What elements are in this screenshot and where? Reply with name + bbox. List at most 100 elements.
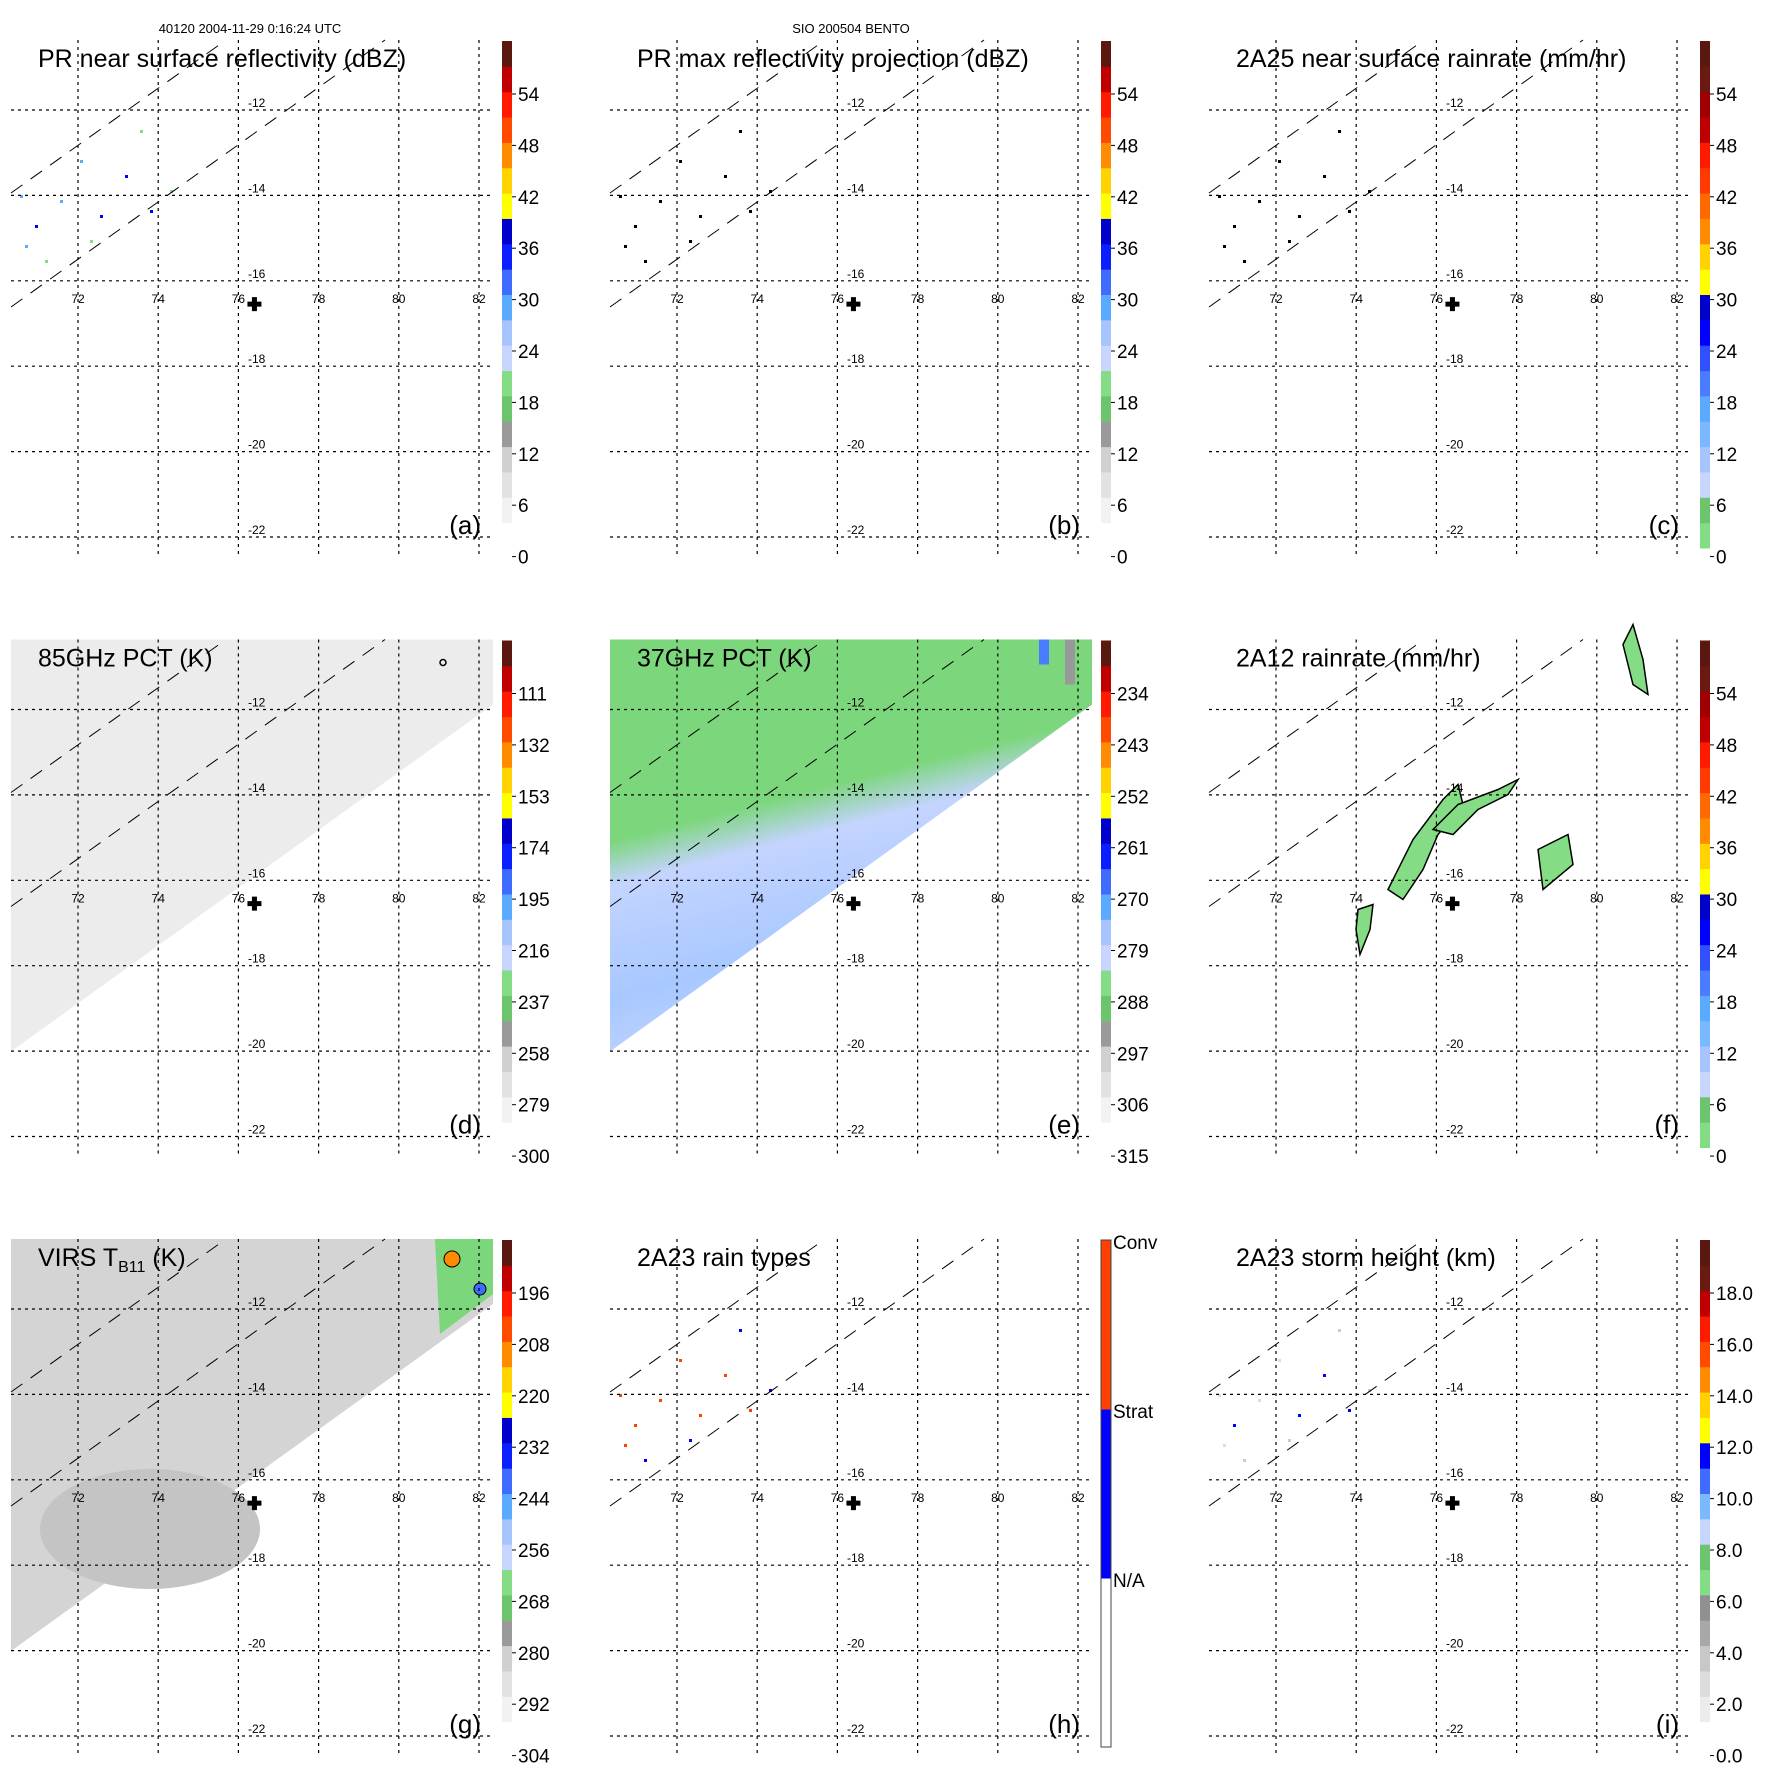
colorbar-label: 252 — [1117, 787, 1149, 808]
panel-letter: (c) — [1649, 510, 1679, 540]
panel-letter: (g) — [449, 1709, 481, 1739]
panel-h: 72 74 76 78 80 82 -12 -14 -16 -18 -20 -22 2A23 rain … — [609, 1233, 1158, 1755]
colorbar-segment — [1101, 970, 1111, 996]
colorbar-segment — [502, 345, 512, 372]
colorbar-segment — [1700, 1620, 1710, 1647]
colorbar-segment — [502, 894, 512, 920]
swath-edge-inner — [10, 1238, 227, 1393]
colorbar-segment — [1700, 319, 1710, 346]
colorbar-segment — [502, 1468, 512, 1494]
graticule — [1209, 639, 1691, 1156]
precip-pixel — [125, 175, 128, 178]
latitude-label: -20 — [1446, 438, 1464, 452]
panel-letter: (i) — [1656, 1709, 1679, 1739]
panel-letter: (h) — [1048, 1709, 1080, 1739]
colorbar-segment — [1700, 269, 1710, 295]
colorbar-segment — [1700, 522, 1710, 549]
precip-pixel — [699, 1414, 702, 1417]
latitude-label: -22 — [1446, 1722, 1464, 1736]
colorbar-segment — [1700, 193, 1710, 219]
colorbar-label: 279 — [518, 1096, 550, 1117]
colorbar-label: Strat — [1113, 1402, 1154, 1423]
colorbar-label: 315 — [1117, 1147, 1149, 1168]
precip-pixel — [1323, 175, 1326, 178]
colorbar-label: 4.0 — [1716, 1644, 1742, 1665]
colorbar-label: 24 — [1716, 942, 1738, 963]
panel-title-units: (K) — [145, 1244, 185, 1272]
colorbar-segment — [502, 1046, 512, 1072]
colorbar-label: 54 — [1716, 85, 1738, 106]
longitude-label: 78 — [1510, 892, 1524, 906]
colorbar-segment — [502, 117, 512, 143]
pct37-grey-patch — [1065, 639, 1075, 685]
panel-e: 72 74 76 78 80 82 -12 -14 -16 -18 -20 -22 37GHz PCT … — [609, 639, 1149, 1168]
precip-pixel — [1338, 1329, 1341, 1332]
storm-center-cross-icon — [247, 297, 262, 312]
colorbar-segment — [1101, 193, 1111, 219]
colorbar-segment — [502, 167, 512, 194]
colorbar-label: 0 — [1716, 548, 1727, 569]
colorbar-segment — [1700, 1265, 1710, 1292]
latitude-label: -18 — [248, 352, 266, 366]
colorbar-segment — [1101, 1020, 1111, 1047]
longitude-label: 80 — [392, 1491, 406, 1505]
panel-title: VIRS TB11 (K) — [38, 1244, 186, 1276]
longitude-label: 80 — [991, 1491, 1005, 1505]
colorbar-segment — [1101, 716, 1111, 743]
colorbar-label: 216 — [518, 942, 550, 963]
virs-cold-core — [473, 1282, 487, 1296]
panel-title: 2A23 rain types — [637, 1244, 811, 1272]
precip-pixel — [170, 190, 173, 193]
colorbar-segment — [1700, 1290, 1710, 1317]
panel-title: 2A25 near surface rainrate (mm/hr) — [1236, 45, 1626, 73]
colorbar-label: 30 — [1716, 890, 1737, 911]
longitude-label: 80 — [991, 892, 1005, 906]
precip-pixel — [1278, 1359, 1281, 1362]
precip-pixel — [769, 190, 772, 193]
colorbar-segment — [1700, 471, 1710, 498]
latitude-label: -18 — [248, 1551, 266, 1565]
latitude-label: -12 — [1446, 696, 1464, 710]
precip-pixel — [1258, 1399, 1261, 1402]
colorbar-segment — [502, 1265, 512, 1292]
longitude-label: 74 — [1350, 892, 1364, 906]
precip-pixel — [1218, 195, 1221, 198]
colorbar-segment — [1700, 1696, 1710, 1723]
storm-center-cross-icon — [247, 896, 262, 911]
panel-title-text: 85GHz PCT (K) — [38, 645, 213, 673]
colorbar-segment — [1700, 395, 1710, 422]
colorbar-segment — [502, 522, 512, 549]
panel-title-text: 2A23 storm height (km) — [1236, 1244, 1496, 1272]
longitude-label: 82 — [1670, 1491, 1684, 1505]
latitude-label: -12 — [248, 696, 266, 710]
panel-c: 72 74 76 78 80 82 -12 -14 -16 -18 -20 -22 2A25 near … — [1208, 39, 1738, 569]
swath-edge-outer — [609, 1238, 985, 1507]
colorbar-segment — [1700, 1366, 1710, 1393]
colorbar-label: 12 — [518, 445, 539, 466]
colorbar-segment — [1700, 446, 1710, 473]
rain-cell — [1622, 622, 1649, 697]
colorbar-segment — [502, 1670, 512, 1697]
colorbar-label: N/A — [1113, 1571, 1145, 1592]
colorbar-label: 0.0 — [1716, 1747, 1742, 1768]
precip-pixel — [100, 215, 103, 218]
colorbar-segment — [1700, 243, 1710, 270]
precip-pixel — [749, 210, 752, 213]
colorbar-segment — [1101, 167, 1111, 194]
colorbar-label: Conv — [1113, 1233, 1158, 1254]
precip-pixel — [624, 1444, 627, 1447]
latitude-label: -14 — [847, 781, 865, 795]
longitude-label: 74 — [1350, 292, 1364, 306]
longitude-label: 74 — [1350, 1491, 1364, 1505]
colorbar-segment — [1700, 767, 1710, 794]
longitude-label: 74 — [152, 892, 166, 906]
colorbar-segment — [502, 1594, 512, 1621]
longitude-label: 76 — [831, 1491, 845, 1505]
latitude-label: -20 — [248, 438, 266, 452]
colorbar-label: 12 — [1716, 445, 1737, 466]
storm-center-cross-icon — [1445, 1496, 1460, 1511]
colorbar-segment — [1700, 117, 1710, 143]
precip-pixel — [1368, 1389, 1371, 1392]
colorbar-label: 292 — [518, 1695, 550, 1716]
colorbar-segment — [1700, 1594, 1710, 1621]
